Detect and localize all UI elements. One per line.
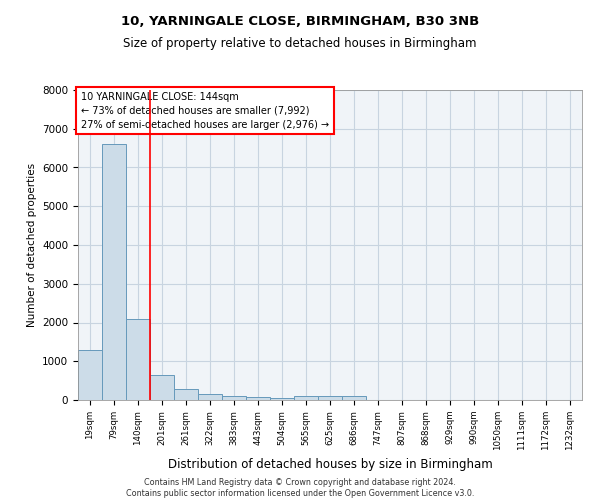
Bar: [342, 396, 366, 400]
Bar: [102, 144, 126, 400]
Y-axis label: Number of detached properties: Number of detached properties: [26, 163, 37, 327]
Bar: [150, 375, 174, 400]
Bar: [318, 396, 342, 400]
Bar: [222, 396, 246, 400]
Bar: [174, 390, 198, 400]
Bar: [126, 318, 150, 400]
Text: 10 YARNINGALE CLOSE: 144sqm
← 73% of detached houses are smaller (7,992)
27% of : 10 YARNINGALE CLOSE: 144sqm ← 73% of det…: [80, 92, 329, 130]
Bar: [78, 350, 102, 400]
Bar: [198, 394, 222, 400]
Bar: [270, 398, 294, 400]
Text: Contains HM Land Registry data © Crown copyright and database right 2024.
Contai: Contains HM Land Registry data © Crown c…: [126, 478, 474, 498]
Bar: [246, 398, 270, 400]
Text: Size of property relative to detached houses in Birmingham: Size of property relative to detached ho…: [123, 38, 477, 51]
X-axis label: Distribution of detached houses by size in Birmingham: Distribution of detached houses by size …: [167, 458, 493, 471]
Text: 10, YARNINGALE CLOSE, BIRMINGHAM, B30 3NB: 10, YARNINGALE CLOSE, BIRMINGHAM, B30 3N…: [121, 15, 479, 28]
Bar: [294, 396, 318, 400]
